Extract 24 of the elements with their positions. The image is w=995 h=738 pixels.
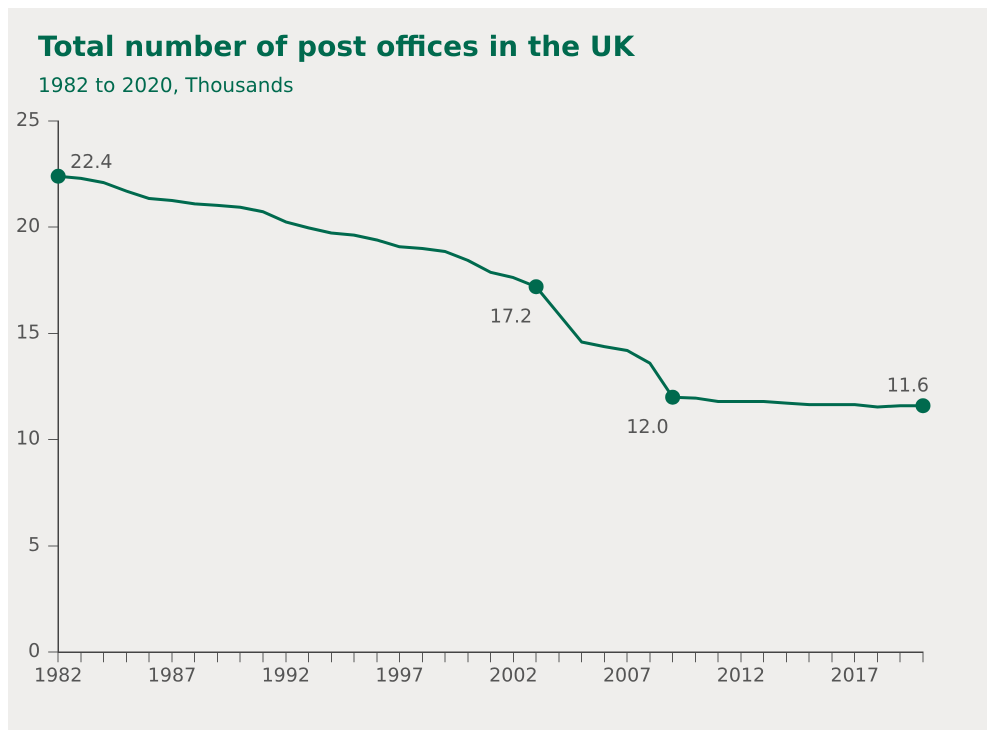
point	[665, 390, 680, 405]
data-label: 22.4	[70, 151, 112, 174]
x-tick-label: 1997	[375, 664, 424, 687]
chart-subtitle: 1982 to 2020, Thousands	[38, 73, 295, 97]
data-label: 17.2	[490, 306, 532, 328]
x-tick-label: 1987	[148, 664, 196, 687]
x-tick-label: 1992	[262, 664, 310, 687]
y-tick-label: 0	[28, 640, 40, 662]
point	[528, 279, 544, 294]
y-tick-label: 5	[28, 534, 40, 556]
data-label: 12.0	[626, 416, 669, 438]
x-tick-label: 2017	[830, 664, 879, 687]
y-tick-label: 20	[16, 215, 40, 238]
point	[50, 168, 66, 184]
chart-title: Total number of post offices in the UK	[38, 30, 636, 63]
y-tick-label: 10	[16, 428, 40, 450]
data-label: 11.6	[886, 374, 929, 397]
x-tick-label: 2012	[716, 664, 766, 687]
x-tick-label: 1982	[34, 664, 82, 687]
y-tick-label: 25	[16, 108, 40, 131]
x-tick-label: 2002	[489, 664, 538, 687]
point	[916, 398, 930, 414]
y-tick-label: 15	[16, 321, 40, 344]
x-tick-label: 2007	[602, 664, 652, 687]
